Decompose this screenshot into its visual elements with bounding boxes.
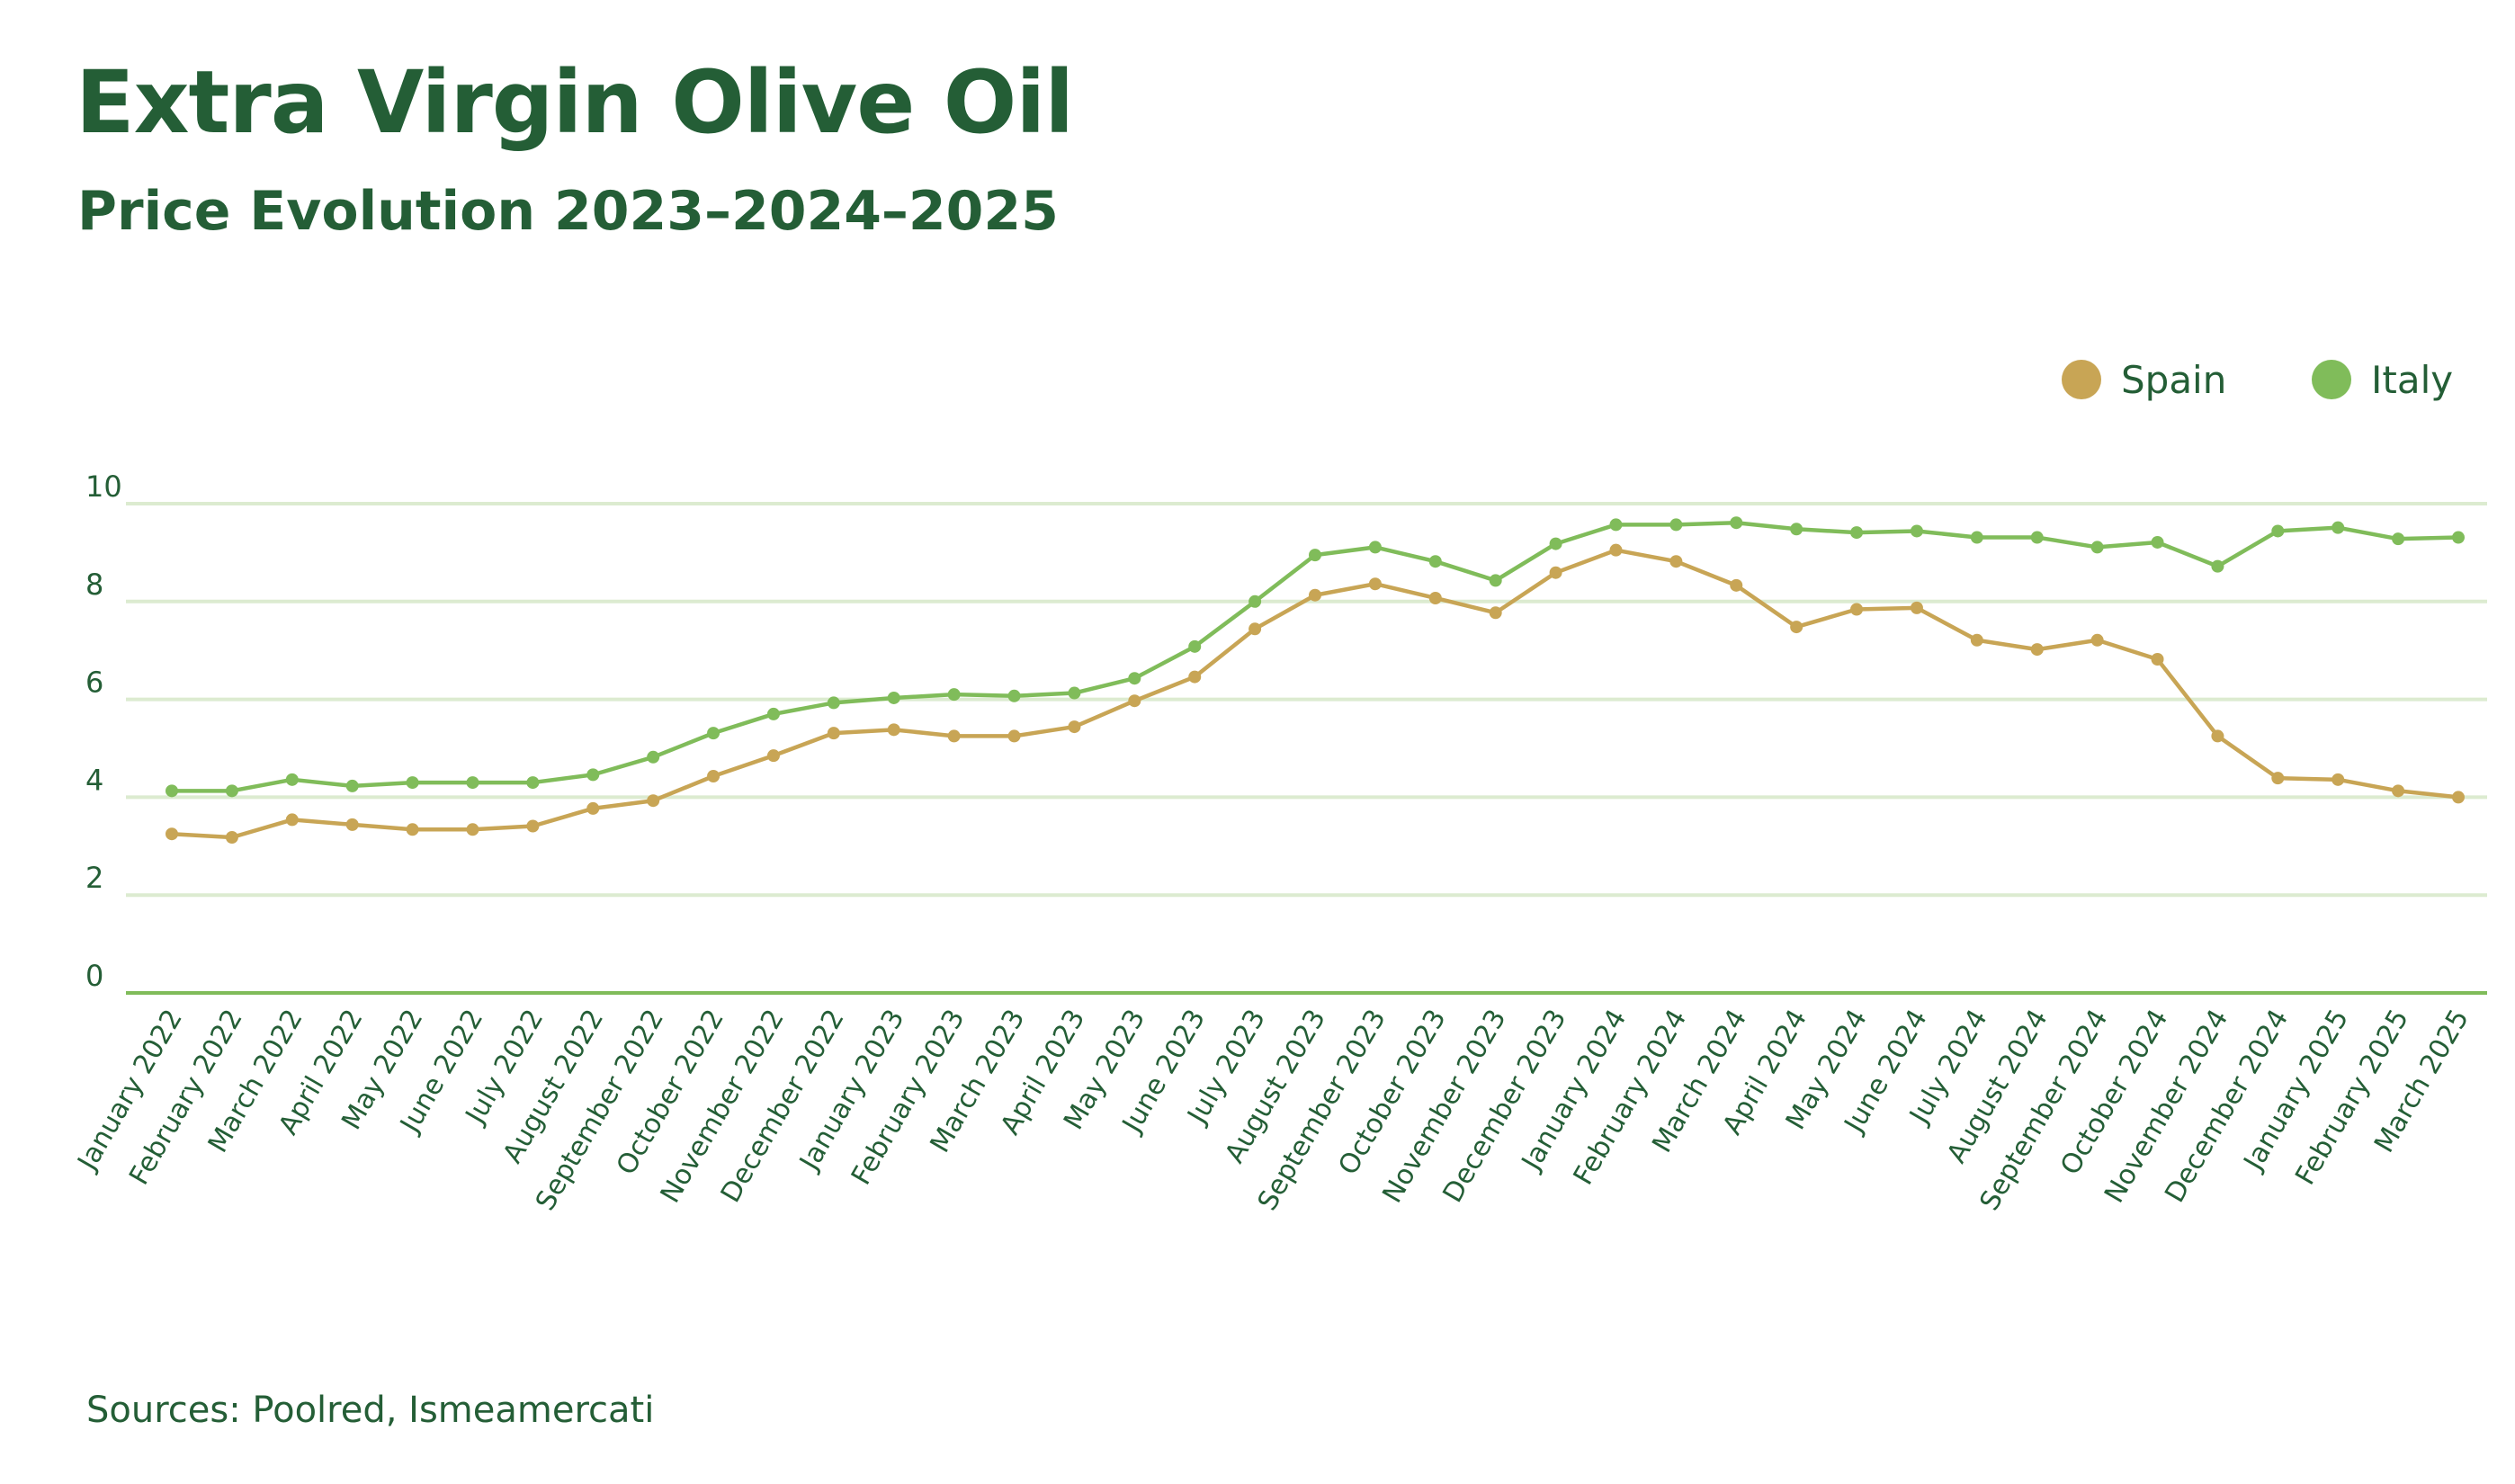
data-point-spain [1669,555,1683,568]
data-point-spain [1549,566,1562,579]
data-point-italy [1850,526,1864,540]
chart-subtitle: Price Evolution 2023–2024–2025 [77,180,1059,243]
data-point-spain [1730,578,1743,592]
data-point-spain [1428,591,1442,604]
data-point-italy [1309,549,1321,562]
data-point-spain [1790,621,1803,634]
series-line-italy [172,520,2459,793]
data-point-spain [766,749,780,763]
data-point-spain [1489,606,1502,620]
data-point-italy [766,707,780,720]
data-point-spain [1850,603,1864,616]
data-point-spain [1368,577,1382,591]
data-point-spain [2030,643,2044,657]
data-point-spain [1068,720,1081,734]
chart-title: Extra Virgin Olive Oil [76,52,1074,153]
data-point-italy [2030,531,2044,544]
y-tick-label: 8 [85,568,103,602]
data-point-italy [1368,541,1382,554]
data-point-spain [1007,729,1021,743]
y-tick-label: 4 [85,763,103,797]
data-point-spain [586,801,600,815]
data-point-italy [586,768,600,782]
data-point-italy [1489,574,1502,587]
data-point-spain [2211,729,2224,743]
data-point-spain [1249,622,1262,636]
sources-note: Sources: Poolred, Ismeamercati [86,1390,655,1431]
legend: Spain Italy [2062,358,2453,402]
data-point-italy [2332,521,2345,534]
data-point-spain [1309,588,1321,602]
data-point-spain [947,729,961,743]
data-point-italy [166,784,178,798]
y-tick-label: 0 [85,959,103,993]
data-point-italy [1669,518,1683,532]
y-tick-label: 2 [85,861,103,895]
data-point-italy [1790,523,1803,536]
data-point-italy [1549,537,1562,550]
data-point-spain [707,770,720,783]
data-point-spain [285,813,299,827]
data-point-spain [166,827,178,841]
data-point-italy [1428,555,1442,568]
data-point-italy [1128,672,1141,685]
data-point-spain [2090,633,2104,647]
data-point-spain [2271,772,2285,785]
data-point-italy [1249,594,1262,608]
data-point-spain [1910,601,1923,614]
data-point-spain [2452,791,2465,804]
y-tick-label: 10 [85,469,122,504]
data-point-italy [1188,639,1202,653]
data-point-spain [827,727,840,740]
legend-label-spain: Spain [2121,358,2226,402]
data-point-italy [887,691,900,704]
data-point-spain [406,823,419,836]
data-point-italy [2452,531,2465,544]
data-point-italy [2392,532,2405,546]
data-point-italy [1609,518,1623,532]
legend-label-italy: Italy [2371,358,2453,402]
data-point-spain [1128,694,1141,708]
data-point-spain [345,818,359,831]
data-point-italy [947,688,961,702]
legend-marker-spain [2062,360,2101,399]
data-point-italy [2271,524,2285,538]
data-point-italy [2090,541,2104,554]
data-point-italy [345,779,359,792]
data-point-italy [2151,535,2164,549]
data-point-italy [2211,559,2224,573]
data-point-italy [1910,524,1923,538]
legend-marker-italy [2312,360,2351,399]
data-point-italy [285,773,299,786]
data-point-italy [466,776,479,790]
data-point-spain [1609,543,1623,557]
data-point-italy [526,776,540,790]
data-point-italy [827,696,840,710]
data-point-spain [225,831,238,845]
data-point-spain [466,823,479,836]
data-point-italy [1007,689,1021,702]
data-point-italy [1970,531,1983,544]
data-point-italy [225,784,238,798]
data-point-spain [2332,773,2345,786]
data-point-italy [647,750,660,764]
data-point-italy [1730,516,1743,530]
data-point-spain [647,794,660,808]
data-point-spain [2151,652,2164,666]
data-point-spain [526,819,540,833]
data-point-spain [1188,670,1202,684]
data-point-spain [1970,633,1983,647]
data-point-italy [1068,686,1081,700]
data-point-italy [406,776,419,790]
data-point-italy [707,727,720,740]
data-point-spain [887,723,900,737]
y-tick-label: 6 [85,666,103,700]
data-point-spain [2392,784,2405,798]
